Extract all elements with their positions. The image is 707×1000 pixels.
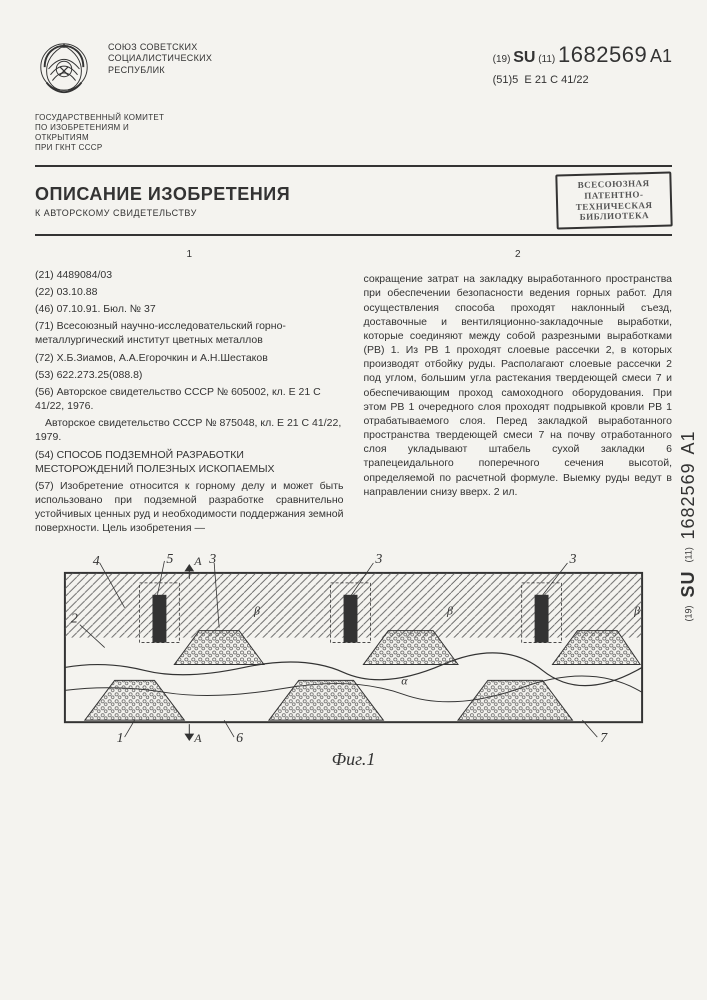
library-stamp: ВСЕСОЮЗНАЯ ПАТЕНТНО-ТЕХНИЧЕСКАЯ БИБЛИОТЕ… [555, 171, 672, 229]
svg-text:3: 3 [568, 553, 576, 567]
abstract-right: сокращение затрат на закладку выработанн… [364, 272, 673, 499]
column-number-right: 2 [364, 248, 673, 262]
svg-text:α: α [401, 673, 408, 687]
svg-text:3: 3 [208, 553, 216, 567]
committee-text: ГОСУДАРСТВЕННЫЙ КОМИТЕТ ПО ИЗОБРЕТЕНИЯМ … [35, 113, 175, 153]
figure-caption: Фиг.1 [45, 749, 662, 770]
country-code: SU [513, 49, 535, 66]
svg-text:4: 4 [93, 554, 100, 569]
ipc-label: (51)5 [493, 74, 519, 86]
state-emblem [35, 40, 93, 103]
column-number-left: 1 [35, 248, 344, 262]
doc-number: 1682569 [558, 42, 647, 67]
field-56a: (56) Авторское свидетельство СССР № 6050… [35, 385, 344, 413]
svg-text:A: A [193, 554, 202, 568]
svg-text:7: 7 [600, 731, 608, 742]
side-doc-code: (19) SU (11) 1682569 A1 [678, 430, 699, 621]
field-54: (54) СПОСОБ ПОДЗЕМНОЙ РАЗРАБОТКИ МЕСТОРО… [35, 448, 344, 476]
field-56b: Авторское свидетельство СССР № 875048, к… [35, 416, 344, 444]
svg-text:6: 6 [236, 731, 243, 742]
stamp-line: ПАТЕНТНО-ТЕХНИЧЕСКАЯ [564, 188, 665, 212]
svg-text:A: A [193, 731, 202, 742]
svg-text:β: β [633, 603, 640, 617]
field-57: (57) Изобретение относится к горному дел… [35, 479, 344, 536]
page-subtitle: К АВТОРСКОМУ СВИДЕТЕЛЬСТВУ [35, 208, 290, 218]
kind-code: A1 [650, 46, 672, 66]
page-title: ОПИСАНИЕ ИЗОБРЕТЕНИЯ [35, 184, 290, 205]
field-72: (72) Х.Б.Зиамов, А.А.Егорочкин и А.Н.Шес… [35, 351, 344, 365]
side-label-19: (19) [684, 605, 694, 621]
side-country: SU [678, 570, 699, 597]
stamp-line: БИБЛИОТЕКА [564, 210, 664, 223]
doc-codes: (19) SU (11) 1682569 A1 (51)5 E 21 C 41/… [493, 40, 672, 86]
field-21: (21) 4489084/03 [35, 268, 344, 282]
svg-text:β: β [253, 603, 260, 617]
field-53: (53) 622.273.25(088.8) [35, 368, 344, 382]
label-19: (19) [493, 54, 511, 65]
label-11: (11) [538, 54, 555, 65]
field-46: (46) 07.10.91. Бюл. № 37 [35, 302, 344, 316]
side-number: 1682569 [678, 462, 699, 539]
svg-text:5: 5 [166, 553, 173, 567]
union-text: СОЮЗ СОВЕТСКИХ СОЦИАЛИСТИЧЕСКИХ РЕСПУБЛИ… [108, 40, 478, 76]
field-71: (71) Всесоюзный научно-исследовательский… [35, 319, 344, 347]
svg-text:β: β [446, 603, 453, 617]
ipc-code: E 21 C 41/22 [524, 74, 588, 86]
figure-1: 4 5 3 2 3 3 1 6 7 α β β β A A Фиг.1 [45, 553, 662, 770]
svg-text:3: 3 [374, 553, 382, 567]
svg-text:2: 2 [71, 611, 78, 626]
side-kind: A1 [678, 430, 699, 454]
biblio-block: (21) 4489084/03 (22) 03.10.88 (46) 07.10… [35, 268, 344, 536]
svg-text:1: 1 [117, 731, 124, 742]
field-22: (22) 03.10.88 [35, 285, 344, 299]
side-label-11: (11) [684, 547, 694, 562]
